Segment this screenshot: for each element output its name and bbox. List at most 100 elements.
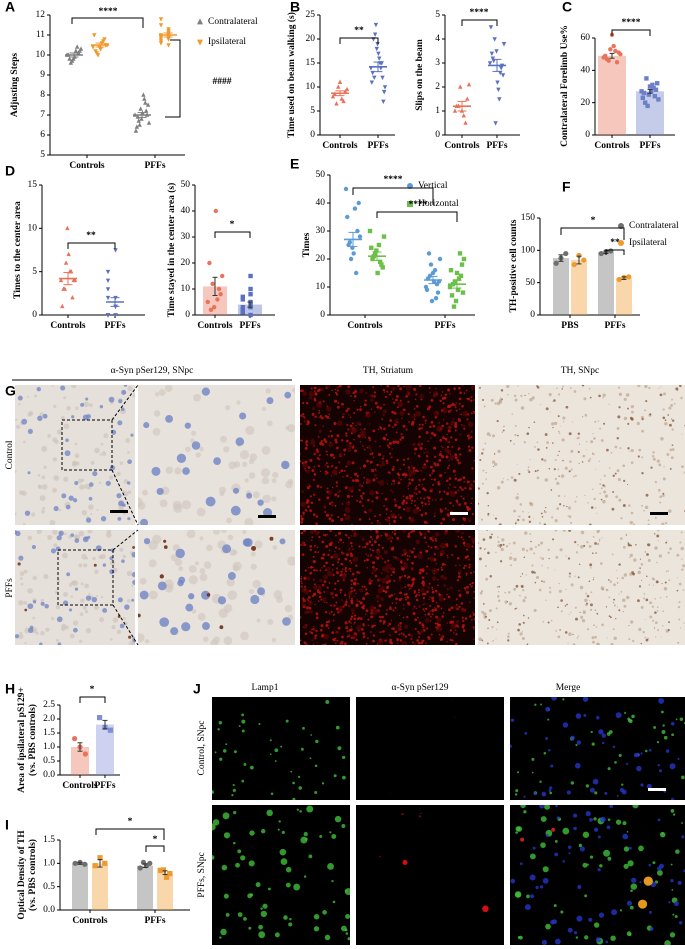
texture-dot: [32, 600, 37, 604]
texture-dot: [599, 492, 602, 495]
texture-dot: [352, 548, 354, 550]
data-point: [205, 299, 210, 305]
texture-dot: [592, 579, 594, 581]
texture-dot: [131, 598, 135, 602]
texture-dot: [384, 497, 388, 501]
texture-dot: [572, 633, 574, 636]
data-point: [113, 313, 118, 318]
texture-dot: [309, 509, 313, 513]
data-point: [466, 81, 472, 87]
texture-dot: [510, 552, 512, 555]
texture-dot: [223, 832, 231, 839]
texture-dot: [202, 636, 209, 642]
texture-dot: [458, 593, 462, 597]
texture-dot: [662, 610, 664, 612]
texture-dot: [308, 589, 312, 593]
texture-dot: [489, 574, 493, 578]
texture-dot: [47, 535, 53, 541]
texture-dot: [84, 610, 89, 614]
texture-dot: [456, 458, 460, 462]
data-point: [210, 281, 215, 286]
texture-dot: [404, 585, 407, 588]
texture-dot: [309, 757, 312, 760]
x-tick-label: PFFs: [604, 321, 625, 331]
texture-dot: [502, 425, 505, 428]
texture-dot: [409, 550, 411, 552]
texture-dot: [196, 507, 206, 517]
texture-dot: [521, 636, 525, 640]
texture-dot: [494, 402, 497, 405]
texture-dot: [508, 602, 513, 606]
data-point: [348, 256, 354, 262]
texture-dot: [19, 571, 25, 576]
texture-dot: [426, 590, 429, 593]
data-point: [339, 96, 344, 101]
texture-dot: [446, 492, 450, 496]
texture-dot: [678, 582, 682, 586]
texture-dot: [611, 507, 615, 511]
data-point: [461, 113, 466, 118]
texture-dot: [314, 424, 317, 427]
texture-dot: [174, 558, 183, 566]
data-point: [137, 865, 143, 871]
texture-dot: [314, 764, 318, 767]
texture-dot: [313, 544, 316, 547]
y-tick-label: 10: [316, 282, 326, 292]
texture-dot: [448, 464, 451, 467]
texture-dot: [585, 811, 591, 817]
y-axis-label: Slips on the beam: [415, 39, 425, 111]
texture-dot: [577, 635, 580, 637]
panel-label: B: [290, 0, 300, 15]
texture-dot: [338, 461, 341, 464]
texture-dot: [543, 511, 546, 513]
texture-dot: [440, 637, 444, 641]
texture-dot: [674, 914, 678, 918]
texture-dot: [429, 568, 432, 571]
texture-dot: [513, 443, 515, 445]
texture-dot: [665, 570, 668, 573]
texture-dot: [471, 497, 473, 500]
texture-dot: [323, 590, 326, 593]
texture-dot: [298, 775, 301, 778]
texture-dot: [460, 607, 466, 613]
texture-dot: [450, 622, 457, 629]
texture-dot: [426, 522, 429, 524]
texture-dot: [391, 490, 395, 494]
texture-dot: [622, 464, 626, 468]
texture-dot: [364, 545, 367, 549]
texture-dot: [654, 480, 657, 484]
texture-dot: [74, 406, 79, 410]
texture-dot: [471, 431, 473, 433]
texture-dot: [581, 618, 586, 623]
texture-dot: [585, 440, 588, 443]
texture-dot: [370, 615, 374, 619]
texture-dot: [417, 591, 420, 594]
texture-dot: [350, 625, 353, 628]
texture-dot: [450, 436, 453, 439]
texture-dot: [316, 401, 323, 408]
texture-dot: [227, 534, 234, 541]
texture-dot: [508, 556, 513, 560]
texture-dot: [313, 493, 316, 496]
texture-dot: [590, 506, 594, 509]
texture-dot: [413, 387, 417, 391]
texture-dot: [593, 437, 596, 440]
texture-dot: [418, 594, 421, 597]
texture-dot: [330, 610, 333, 613]
texture-dot: [386, 533, 388, 535]
texture-dot: [470, 399, 473, 402]
texture-dot: [534, 703, 537, 706]
texture-dot: [646, 553, 649, 556]
texture-dot: [18, 633, 24, 639]
texture-dot: [358, 545, 361, 548]
texture-dot: [677, 880, 682, 885]
texture-dot: [199, 567, 206, 575]
texture-dot: [360, 428, 362, 430]
texture-dot: [58, 530, 64, 536]
texture-dot: [543, 523, 547, 525]
texture-dot: [442, 517, 446, 521]
texture-dot: [649, 601, 653, 605]
texture-dot: [423, 602, 427, 606]
texture-dot: [420, 470, 422, 472]
texture-dot: [31, 544, 37, 550]
